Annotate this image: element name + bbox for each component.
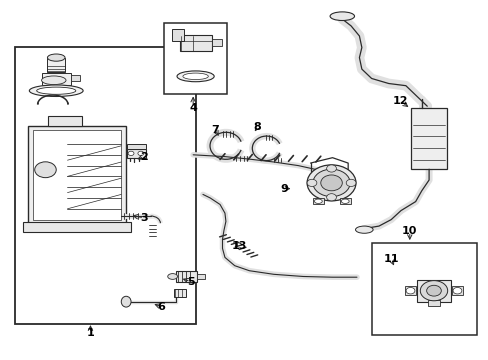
Bar <box>312 198 323 204</box>
Ellipse shape <box>312 169 349 197</box>
Ellipse shape <box>35 162 56 178</box>
Text: 9: 9 <box>280 184 288 194</box>
Ellipse shape <box>326 194 336 201</box>
Text: 7: 7 <box>211 125 219 135</box>
Ellipse shape <box>37 87 76 94</box>
Text: 12: 12 <box>391 96 407 106</box>
Bar <box>410 108 447 169</box>
Bar <box>339 198 350 204</box>
Ellipse shape <box>29 85 83 96</box>
Ellipse shape <box>329 12 354 21</box>
Text: 6: 6 <box>157 302 165 312</box>
Text: 4: 4 <box>189 103 197 113</box>
Bar <box>427 300 439 306</box>
Bar <box>48 116 82 126</box>
Text: 3: 3 <box>140 213 148 223</box>
Ellipse shape <box>128 151 134 156</box>
Bar <box>371 243 476 335</box>
Bar <box>71 75 80 81</box>
Ellipse shape <box>355 226 372 233</box>
Ellipse shape <box>452 287 461 294</box>
Ellipse shape <box>177 71 214 82</box>
Bar <box>196 274 205 279</box>
Text: 1: 1 <box>86 328 94 338</box>
Ellipse shape <box>346 179 355 186</box>
Bar <box>33 130 121 220</box>
Ellipse shape <box>47 54 65 61</box>
Ellipse shape <box>306 179 316 186</box>
Text: 2: 2 <box>140 152 148 162</box>
Bar <box>28 126 126 223</box>
Bar <box>416 280 450 302</box>
Bar <box>47 58 65 72</box>
Bar <box>23 222 131 232</box>
Bar <box>15 47 195 324</box>
Bar <box>173 289 185 297</box>
Bar <box>127 144 145 149</box>
Ellipse shape <box>419 281 447 301</box>
Text: 10: 10 <box>401 226 417 237</box>
Ellipse shape <box>138 151 143 156</box>
Ellipse shape <box>183 73 208 80</box>
Bar <box>41 73 71 85</box>
Bar <box>163 23 227 94</box>
Ellipse shape <box>306 165 355 201</box>
Ellipse shape <box>320 175 342 191</box>
Bar <box>211 39 222 46</box>
Bar <box>451 287 463 295</box>
Ellipse shape <box>426 285 441 296</box>
Text: 11: 11 <box>383 254 398 264</box>
Text: 5: 5 <box>186 276 194 287</box>
Ellipse shape <box>326 165 336 172</box>
Ellipse shape <box>121 296 131 307</box>
Bar <box>172 29 184 40</box>
Ellipse shape <box>314 199 322 203</box>
Text: 13: 13 <box>231 240 247 251</box>
Bar <box>127 149 145 158</box>
Text: 8: 8 <box>253 122 261 132</box>
Ellipse shape <box>405 287 414 294</box>
Bar <box>176 271 196 282</box>
Bar <box>404 287 416 295</box>
Ellipse shape <box>167 274 177 279</box>
Bar <box>180 35 211 51</box>
Ellipse shape <box>41 76 66 85</box>
Ellipse shape <box>341 199 348 203</box>
